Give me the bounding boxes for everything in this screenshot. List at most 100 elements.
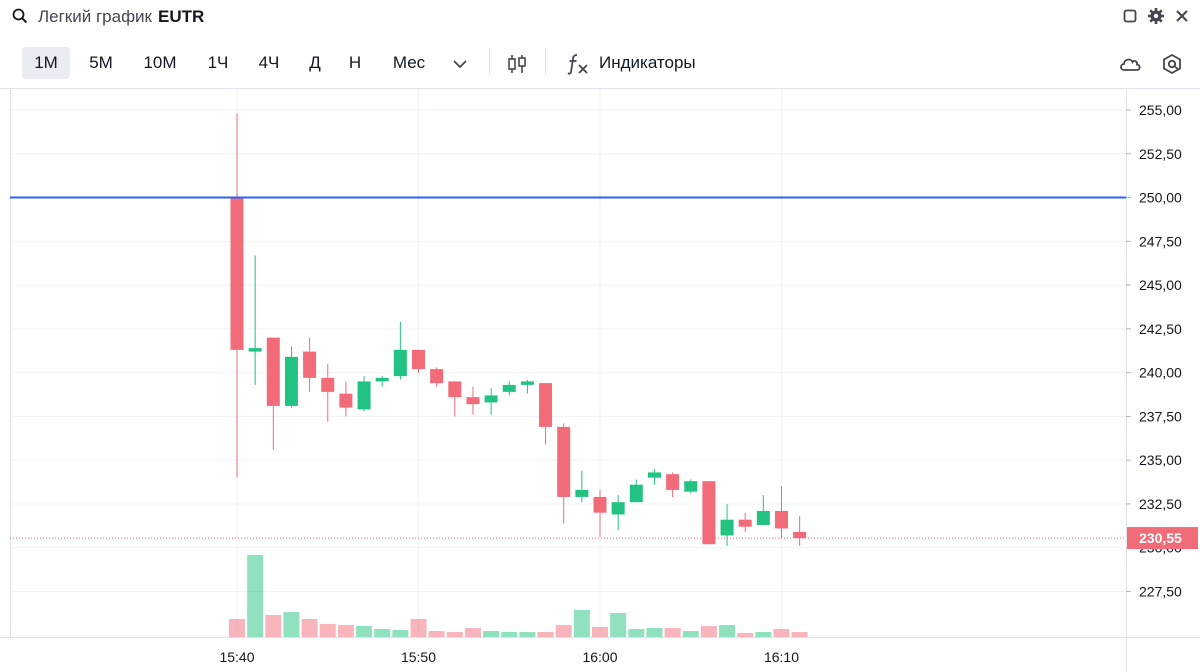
camera-icon[interactable] — [1160, 52, 1184, 76]
candle-body — [321, 377, 335, 392]
toolbar-divider — [545, 48, 546, 76]
search-icon[interactable] — [12, 8, 28, 24]
y-tick-label: 255,00 — [1139, 102, 1182, 118]
volume-bar — [265, 615, 282, 637]
volume-bar — [483, 631, 500, 637]
candle-body — [412, 349, 425, 370]
volume-bar — [791, 632, 808, 637]
window-controls — [1120, 6, 1192, 26]
timeframe-1m[interactable]: 1М — [22, 47, 70, 79]
volume-bar — [682, 631, 699, 637]
volume-bar — [428, 631, 445, 637]
volume-bar — [592, 627, 608, 637]
candle-body — [629, 484, 643, 503]
volume-bar — [646, 628, 663, 637]
y-tick-label: 250,00 — [1139, 190, 1182, 206]
candle-body — [284, 356, 298, 406]
candle-body — [738, 519, 752, 527]
gear-icon[interactable] — [1146, 6, 1166, 26]
x-tick-label: 15:50 — [401, 649, 436, 665]
volume-bar — [356, 626, 373, 637]
y-tick-label: 252,50 — [1139, 146, 1182, 162]
candle-body — [575, 489, 589, 497]
candle-body — [430, 369, 444, 384]
volume-bar — [392, 630, 409, 637]
volume-bar — [229, 619, 245, 637]
candle-body — [303, 351, 317, 378]
volume-bar — [537, 632, 554, 637]
candles-icon[interactable] — [505, 52, 529, 76]
candle-body — [557, 426, 571, 497]
candle-body — [593, 496, 607, 513]
candle-body — [393, 349, 407, 377]
timeframe-1h[interactable]: 1Ч — [207, 53, 229, 72]
candle-body — [248, 348, 262, 352]
last-price-label: 230,55 — [1139, 530, 1182, 546]
candle-body — [339, 393, 353, 408]
candle-body — [484, 395, 498, 403]
volume-bar — [247, 555, 264, 637]
toolbar-divider — [489, 48, 490, 76]
chevron-down-icon[interactable] — [448, 52, 472, 76]
candle-body — [611, 502, 625, 515]
y-tick-label: 242,50 — [1139, 321, 1182, 337]
y-tick-label: 232,50 — [1139, 496, 1182, 512]
volume-bar — [301, 619, 318, 637]
cloud-icon[interactable] — [1118, 52, 1142, 76]
volume-bar — [501, 632, 518, 637]
volume-bar — [700, 626, 717, 637]
volume-bar — [773, 629, 790, 637]
volume-bar — [719, 625, 736, 637]
volume-bar — [374, 629, 391, 637]
volume-bar — [464, 628, 481, 637]
y-tick-label: 235,00 — [1139, 452, 1182, 468]
indicators-button[interactable]: Индикаторы — [599, 53, 696, 72]
y-tick-label: 240,00 — [1139, 365, 1182, 381]
x-tick-label: 16:10 — [764, 649, 799, 665]
close-icon[interactable] — [1172, 6, 1192, 26]
candle-body — [448, 381, 462, 398]
fx-icon[interactable] — [566, 52, 590, 76]
candle-body — [647, 472, 661, 478]
timeframe-month[interactable]: Мес — [392, 53, 426, 72]
last-price-badge — [1127, 527, 1198, 550]
price-chart[interactable]: 255,00 252,50 250,00 247,50 245,00 242,50 240,… — [0, 89, 1200, 672]
volume-bar — [555, 625, 572, 637]
candle-body — [466, 397, 480, 405]
volume-bar — [610, 613, 627, 637]
candle-body — [666, 474, 680, 490]
candle-body — [230, 197, 244, 350]
y-tick-label: 247,50 — [1139, 233, 1182, 249]
candle-body — [775, 510, 788, 529]
candle-body — [720, 519, 734, 536]
search-bar[interactable]: Легкий график EUTR — [0, 0, 1200, 34]
y-tick-label: 227,50 — [1139, 583, 1182, 599]
x-tick-label: 16:00 — [582, 649, 617, 665]
timeframe-day[interactable]: Д — [309, 53, 321, 72]
timeframe-week[interactable]: Н — [348, 53, 362, 72]
volume-bar — [283, 612, 300, 637]
volume-bar — [337, 625, 354, 637]
y-tick-label: 245,00 — [1139, 277, 1182, 293]
toolbar-border — [0, 88, 1200, 89]
search-title[interactable]: Легкий график EUTR — [38, 7, 204, 27]
timeframe-10m[interactable]: 10М — [143, 53, 177, 72]
candle-body — [539, 383, 553, 427]
candle-body — [375, 377, 389, 382]
y-tick-label: 237,50 — [1139, 408, 1182, 424]
search-label: Легкий график — [38, 7, 152, 26]
candle-body — [357, 381, 371, 410]
volume-bar — [519, 632, 536, 637]
square-icon[interactable] — [1120, 6, 1140, 26]
volume-bar — [573, 610, 590, 637]
volume-bar — [628, 629, 645, 637]
timeframe-5m[interactable]: 5М — [89, 53, 113, 72]
timeframe-4h[interactable]: 4Ч — [258, 53, 280, 72]
candle-body — [520, 381, 534, 385]
volume-bar — [664, 628, 681, 637]
candle-body — [756, 510, 770, 525]
volume-bar — [410, 619, 427, 637]
candle-body — [702, 481, 716, 545]
volume-bar — [319, 624, 336, 637]
candle-body — [266, 337, 280, 406]
